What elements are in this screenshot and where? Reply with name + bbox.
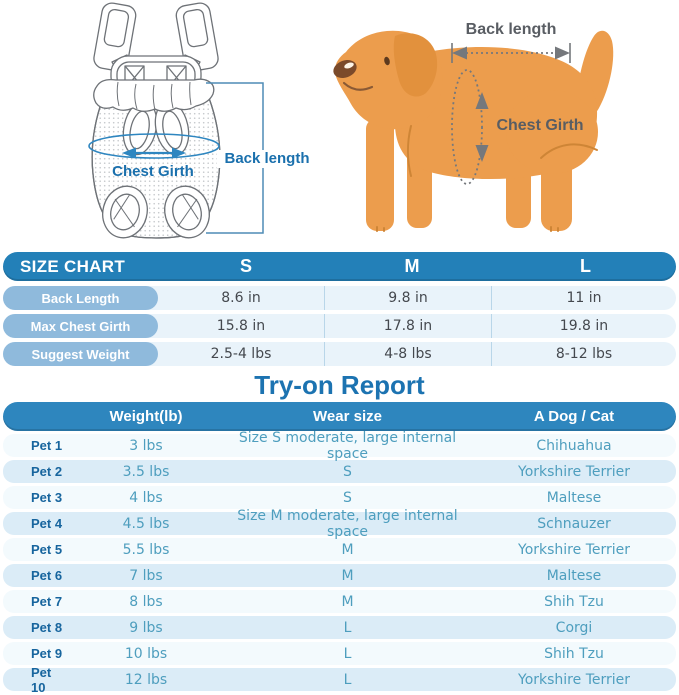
row-label-pill: Max Chest Girth — [3, 314, 158, 338]
pet-breed: Maltese — [546, 489, 602, 506]
carrier-chest-girth-label: Chest Girth — [112, 163, 194, 180]
dog-back-length-arrow — [451, 43, 571, 63]
dog-eye — [384, 56, 390, 66]
pet-wear-size: M — [341, 593, 354, 610]
carrier-chest-girth-arrow — [88, 133, 220, 159]
pet-weight: 3 lbs — [129, 437, 163, 454]
pet-wear-size: L — [343, 619, 352, 636]
table-row-pet-5: Pet 5 5.5 lbs M Yorkshire Terrier — [3, 538, 676, 561]
pet-wear-size: L — [343, 671, 352, 688]
pet-label: Pet 2 — [31, 464, 63, 479]
pet-wear-size: M — [341, 567, 354, 584]
pet-label: Pet 5 — [31, 542, 63, 557]
row-label-pill: Suggest Weight — [3, 342, 158, 366]
pet-weight: 5.5 lbs — [122, 541, 170, 558]
dog-mouth — [342, 81, 374, 91]
tryon-table-header: Weight(lb) Wear size A Dog / Cat — [3, 402, 676, 431]
size-chart-title: SIZE CHART — [20, 256, 125, 276]
chest-girth-s: 15.8 in — [158, 314, 325, 338]
chest-girth-m: 17.8 in — [325, 314, 492, 338]
table-row-pet-9: Pet 9 10 lbs L Shih Tzu — [3, 642, 676, 665]
back-length-m: 9.8 in — [325, 286, 492, 310]
carrier-illustration — [91, 2, 221, 239]
tryon-report-title: Try-on Report — [254, 370, 425, 400]
size-chart-header: SIZE CHART S M L — [3, 252, 676, 281]
pet-wear-size: M — [341, 541, 354, 558]
pet-weight: 8 lbs — [129, 593, 163, 610]
pet-wear-size: Size M moderate, large internal space — [237, 507, 458, 540]
pet-wear-size: S — [343, 489, 352, 506]
pet-breed: Schnauzer — [537, 515, 611, 532]
pet-breed: Yorkshire Terrier — [518, 541, 630, 558]
pet-weight: 12 lbs — [124, 671, 168, 688]
pet-breed: Maltese — [546, 567, 602, 584]
column-dog-cat: A Dog / Cat — [533, 408, 615, 425]
pet-wear-size: L — [343, 645, 352, 662]
size-chart-row-suggest-weight: Suggest Weight 2.5-4 lbs 4-8 lbs 8-12 lb… — [3, 342, 676, 366]
pet-label: Pet 7 — [31, 594, 63, 609]
dog-ear — [393, 33, 438, 97]
pet-breed: Shih Tzu — [544, 593, 604, 610]
illustration-canvas — [88, 2, 614, 239]
back-length-l: 11 in — [566, 290, 602, 306]
dog-chest-girth-arrow — [451, 69, 489, 185]
chest-girth-l: 19.8 in — [559, 318, 609, 334]
pet-label: Pet 3 — [31, 490, 63, 505]
suggest-weight-m: 4-8 lbs — [325, 342, 492, 366]
dog-illustration — [333, 30, 614, 232]
pet-label: Pet 9 — [31, 646, 63, 661]
pet-label: Pet 8 — [31, 620, 63, 635]
carrier-back-length-label: Back length — [217, 150, 317, 168]
size-column-s: S — [239, 256, 252, 276]
pet-weight: 4 lbs — [129, 489, 163, 506]
table-row-pet-7: Pet 7 8 lbs M Shih Tzu — [3, 590, 676, 613]
pet-weight: 9 lbs — [129, 619, 163, 636]
table-row-pet-1: Pet 1 3 lbs Size S moderate, large inter… — [3, 430, 676, 462]
suggest-weight-s: 2.5-4 lbs — [158, 342, 325, 366]
pet-label: Pet 4 — [31, 516, 63, 531]
dog-chest-girth-label: Chest Girth — [496, 117, 584, 134]
size-chart-row-max-chest-girth: Max Chest Girth 15.8 in 17.8 in 19.8 in — [3, 314, 676, 338]
dog-back-length-label: Back length — [465, 21, 557, 38]
pet-breed: Corgi — [555, 619, 593, 636]
pet-weight: 4.5 lbs — [122, 515, 170, 532]
table-row-pet-3: Pet 3 4 lbs S Maltese — [3, 486, 676, 509]
pet-breed: Yorkshire Terrier — [518, 463, 630, 480]
table-row-pet-10: Pet 10 12 lbs L Yorkshire Terrier — [3, 665, 676, 695]
pet-wear-size: S — [343, 463, 352, 480]
table-row-pet-6: Pet 6 7 lbs M Maltese — [3, 564, 676, 587]
pet-weight: 3.5 lbs — [122, 463, 170, 480]
pet-breed: Chihuahua — [536, 437, 612, 454]
pet-wear-size: Size S moderate, large internal space — [238, 429, 457, 462]
table-row-pet-4: Pet 4 4.5 lbs Size M moderate, large int… — [3, 508, 676, 540]
pet-label: Pet 1 — [31, 438, 63, 453]
size-column-l: L — [580, 256, 591, 276]
size-chart-row-back-length: Back Length 8.6 in 9.8 in 11 in — [3, 286, 676, 310]
back-length-s: 8.6 in — [158, 286, 325, 310]
measurement-illustrations: Chest Girth Back length Back length Ches… — [0, 0, 679, 250]
table-row-pet-2: Pet 2 3.5 lbs S Yorkshire Terrier — [3, 460, 676, 483]
pet-label: Pet 10 — [31, 664, 52, 695]
suggest-weight-l: 8-12 lbs — [555, 346, 613, 362]
pet-breed: Yorkshire Terrier — [518, 671, 630, 688]
table-row-pet-8: Pet 8 9 lbs L Corgi — [3, 616, 676, 639]
pet-weight: 10 lbs — [124, 645, 168, 662]
pet-breed: Shih Tzu — [544, 645, 604, 662]
pet-label: Pet 6 — [31, 568, 63, 583]
size-column-m: M — [404, 256, 420, 276]
pet-weight: 7 lbs — [129, 567, 163, 584]
row-label-pill: Back Length — [3, 286, 158, 310]
column-weight: Weight(lb) — [109, 408, 183, 425]
column-wear-size: Wear size — [313, 408, 382, 425]
